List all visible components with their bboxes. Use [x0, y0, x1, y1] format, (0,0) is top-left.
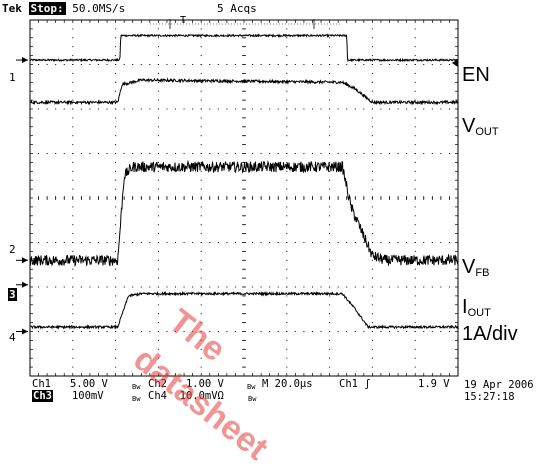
ch3-setting: Ch3 100mV	[32, 390, 104, 402]
ch1-marker: 1	[9, 71, 16, 84]
ch3-marker: 3	[8, 288, 17, 301]
ch1-setting: Ch1 5.00 V	[32, 378, 108, 390]
trigger-setting: Ch1 ʃ	[339, 378, 371, 390]
trace-group	[29, 33, 459, 330]
capture-time: 15:27:18	[464, 391, 515, 403]
trigger-level-arrow	[452, 59, 458, 67]
trace-vout	[29, 77, 459, 106]
trigger-position-marker: T	[180, 15, 187, 26]
ch2-bw-mark: Bw	[247, 383, 256, 391]
ch4-bw-mark: Bw	[248, 395, 257, 403]
sample-rate: 50.0MS/s	[72, 2, 126, 15]
ch2-marker: 2	[9, 243, 16, 256]
ch2-setting: Ch2 1.00 V	[148, 378, 224, 390]
trace-iout	[29, 290, 459, 330]
trigger-window-indicator	[150, 19, 340, 29]
graticule-grid	[29, 19, 459, 377]
trace-vfb	[29, 159, 459, 267]
ch3-bw-mark: Bw	[132, 395, 141, 403]
iout-label: IOUT	[462, 296, 491, 319]
iout-scale-label: 1A/div	[462, 323, 518, 345]
vfb-label: VFB	[462, 256, 490, 279]
trace-en	[29, 33, 459, 63]
oscilloscope-display	[16, 19, 459, 377]
acquisition-count: 5 Acqs	[217, 2, 257, 15]
ch1-bw-mark: Bw	[132, 383, 141, 391]
vout-label: VOUT	[462, 115, 499, 138]
channel-markers	[16, 57, 28, 335]
timebase: M 20.0µs	[262, 378, 313, 390]
capture-date: 19 Apr 2006	[464, 379, 534, 391]
ch4-setting: Ch4 10.0mVΩ	[148, 390, 224, 402]
ch4-marker: 4	[9, 331, 16, 344]
en-label: EN	[462, 64, 490, 86]
scope-header: Tek Stop: 50.0MS/s	[2, 2, 125, 15]
run-state-badge: Stop:	[28, 2, 66, 15]
brand-label: Tek	[2, 2, 22, 15]
trigger-level: 1.9 V	[418, 378, 450, 390]
